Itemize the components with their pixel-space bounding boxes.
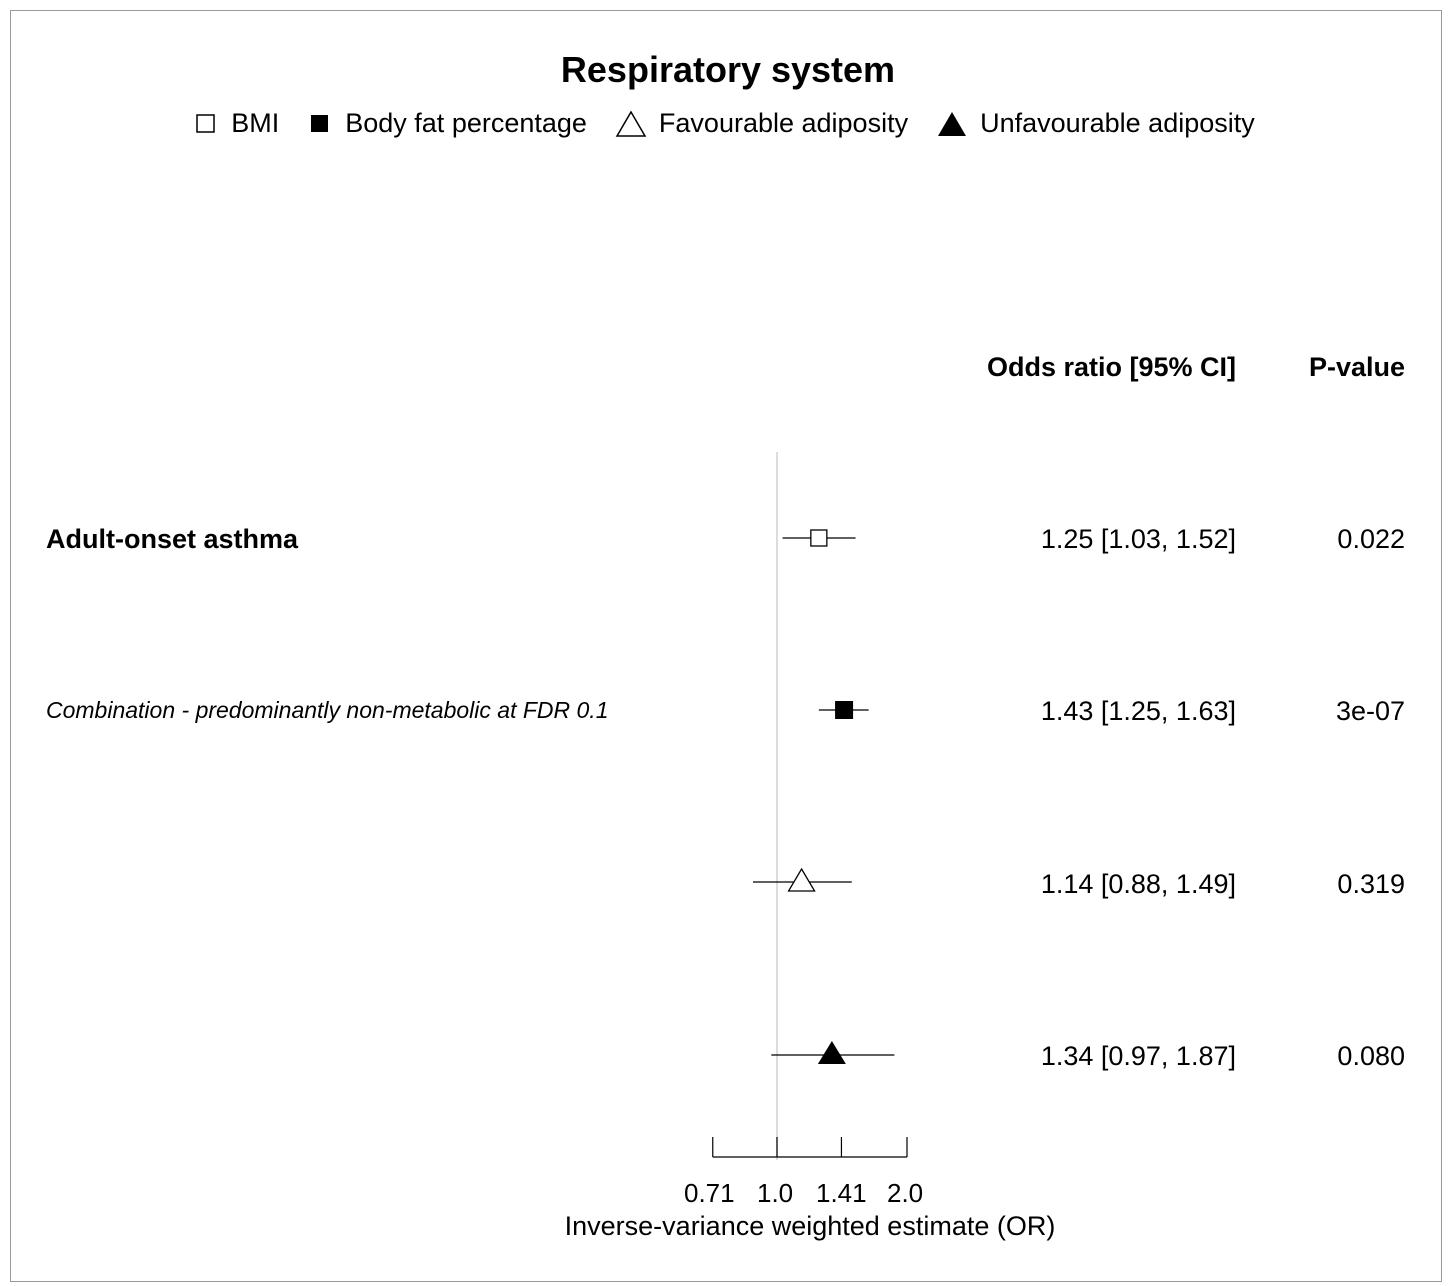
p-text: 0.319 [1337, 869, 1405, 899]
legend: BMI Body fat percentage Favourable adipo… [0, 108, 1448, 139]
point-marker [810, 529, 828, 547]
legend-item-bmi: BMI [193, 108, 279, 139]
legend-item-favourable: Favourable adiposity [615, 108, 908, 139]
outcome-subtitle: Combination - predominantly non-metaboli… [46, 697, 609, 723]
x-tick-label: 1.41 [816, 1178, 867, 1208]
or-text: 1.34 [0.97, 1.87] [1040, 1041, 1236, 1071]
figure-frame [10, 10, 1442, 1282]
p-text: 0.080 [1337, 1041, 1405, 1071]
legend-label: Body fat percentage [345, 108, 587, 138]
legend-item-unfavourable: Unfavourable adiposity [936, 108, 1255, 139]
legend-item-body-fat: Body fat percentage [307, 108, 587, 139]
or-text: 1.43 [1.25, 1.63] [1040, 696, 1236, 726]
legend-label: BMI [231, 108, 280, 138]
p-text: 3e-07 [1335, 696, 1405, 726]
triangle-filled-icon [936, 110, 968, 138]
square-open-icon [193, 111, 219, 137]
point-marker [835, 701, 854, 719]
x-tick-label: 0.71 [684, 1178, 735, 1208]
x-tick-label: 1.0 [757, 1178, 794, 1208]
square-filled-icon [307, 111, 333, 137]
header-odds-ratio: Odds ratio [95% CI] [986, 352, 1236, 382]
x-axis-label: Inverse-variance weighted estimate (OR) [564, 1211, 1056, 1241]
point-marker [817, 1041, 846, 1064]
chart-title: Respiratory system [560, 49, 896, 90]
triangle-open-icon [615, 110, 647, 138]
legend-label: Unfavourable adiposity [980, 108, 1255, 138]
or-text: 1.14 [0.88, 1.49] [1040, 869, 1236, 899]
header-p-value: P-value [1308, 352, 1405, 382]
outcome-label: Adult-onset asthma [46, 524, 299, 554]
or-text: 1.25 [1.03, 1.52] [1040, 524, 1236, 554]
x-tick-label: 2.0 [887, 1178, 924, 1208]
legend-label: Favourable adiposity [658, 108, 909, 138]
point-marker [787, 867, 816, 892]
p-text: 0.022 [1337, 524, 1405, 554]
